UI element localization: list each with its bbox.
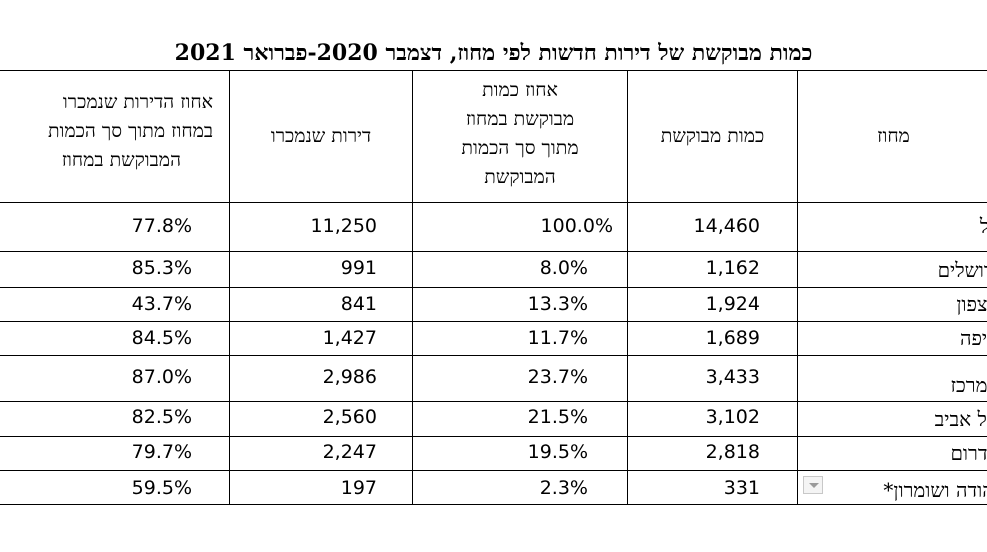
table-top-border bbox=[0, 70, 987, 71]
district-label: כל bbox=[979, 214, 987, 238]
cell-sold: 991 bbox=[340, 257, 377, 279]
cell-district: המרכז bbox=[800, 373, 987, 397]
filter-dropdown-button[interactable] bbox=[803, 476, 823, 494]
chevron-down-icon bbox=[809, 483, 819, 488]
cell-sold: 11,250 bbox=[310, 215, 377, 237]
table-bottom-border bbox=[0, 504, 987, 505]
cell-demanded: 2,818 bbox=[705, 441, 760, 463]
cell-district: ירושלים bbox=[800, 258, 987, 282]
cell-pct-total: 8.0% bbox=[539, 257, 588, 279]
header-pct-sold: אחוז הדירות שנמכרו במחוז מתוך סך הכמות ה… bbox=[0, 88, 229, 175]
header-district: מחוז bbox=[877, 125, 910, 147]
cell-pct-sold: 43.7% bbox=[131, 293, 192, 315]
cell-pct-total: 23.7% bbox=[527, 366, 588, 388]
header-line: מבוקשת במחוז bbox=[465, 108, 575, 130]
cell-demanded: 14,460 bbox=[693, 215, 760, 237]
cell-demanded: 1,924 bbox=[705, 293, 760, 315]
table-title: כמות מבוקשת של דירות חדשות לפי מחוז, דצמ… bbox=[174, 40, 813, 66]
row-divider bbox=[0, 470, 987, 471]
row-divider bbox=[0, 251, 987, 252]
cell-pct-sold: 84.5% bbox=[131, 327, 192, 349]
district-label: הדרום bbox=[950, 441, 987, 465]
cell-pct-sold: 82.5% bbox=[131, 406, 192, 428]
cell-pct-total: 13.3% bbox=[527, 293, 588, 315]
cell-demanded: 1,689 bbox=[705, 327, 760, 349]
header-apartments-sold: דירות שנמכרו bbox=[270, 125, 372, 147]
column-divider bbox=[797, 70, 798, 505]
district-label: יהודה ושומרון* bbox=[883, 478, 987, 502]
column-divider bbox=[627, 70, 628, 505]
district-label: הצפון bbox=[956, 292, 987, 316]
cell-sold: 2,247 bbox=[322, 441, 377, 463]
cell-pct-total: 11.7% bbox=[527, 327, 588, 349]
header-line: במחוז מתוך סך הכמות bbox=[47, 120, 213, 142]
cell-pct-sold: 59.5% bbox=[131, 477, 192, 499]
cell-pct-total: 100.0% bbox=[540, 215, 613, 237]
header-demanded-quantity: כמות מבוקשת bbox=[660, 125, 765, 147]
cell-sold: 1,427 bbox=[322, 327, 377, 349]
cell-pct-sold: 77.8% bbox=[131, 215, 192, 237]
row-divider bbox=[0, 401, 987, 402]
cell-demanded: 1,162 bbox=[705, 257, 760, 279]
row-divider bbox=[0, 287, 987, 288]
cell-sold: 841 bbox=[340, 293, 377, 315]
cell-sold: 2,986 bbox=[322, 366, 377, 388]
district-label: ירושלים bbox=[937, 258, 987, 282]
cell-district: תל אביב bbox=[800, 407, 987, 431]
cell-sold: 197 bbox=[340, 477, 377, 499]
header-line: המבוקשת bbox=[484, 166, 556, 188]
cell-pct-sold: 85.3% bbox=[131, 257, 192, 279]
row-divider bbox=[0, 355, 987, 356]
cell-demanded: 3,433 bbox=[705, 366, 760, 388]
cell-district: יהודה ושומרון* bbox=[800, 478, 987, 502]
cell-district: הדרום bbox=[800, 441, 987, 465]
column-divider bbox=[229, 70, 230, 505]
cell-sold: 2,560 bbox=[322, 406, 377, 428]
cell-pct-total: 19.5% bbox=[527, 441, 588, 463]
header-bottom-border bbox=[0, 202, 987, 203]
cell-pct-sold: 79.7% bbox=[131, 441, 192, 463]
header-pct-of-total: אחוז כמות מבוקשת במחוז מתוך סך הכמות המב… bbox=[413, 76, 627, 192]
header-line: אחוז כמות bbox=[482, 79, 558, 101]
cell-demanded: 331 bbox=[723, 477, 760, 499]
district-label: תל אביב bbox=[934, 407, 987, 431]
district-label: המרכז bbox=[950, 373, 987, 397]
cell-pct-total: 21.5% bbox=[527, 406, 588, 428]
header-line: המבוקשת במחוז bbox=[61, 149, 181, 171]
cell-district: כל bbox=[800, 214, 987, 238]
district-label: חיפה bbox=[959, 326, 987, 350]
header-line: אחוז הדירות שנמכרו bbox=[62, 91, 213, 113]
cell-pct-total: 2.3% bbox=[539, 477, 588, 499]
header-line: מתוך סך הכמות bbox=[461, 137, 579, 159]
cell-district: חיפה bbox=[800, 326, 987, 350]
cell-demanded: 3,102 bbox=[705, 406, 760, 428]
cell-district: הצפון bbox=[800, 292, 987, 316]
row-divider bbox=[0, 436, 987, 437]
cell-pct-sold: 87.0% bbox=[131, 366, 192, 388]
row-divider bbox=[0, 321, 987, 322]
column-divider bbox=[412, 70, 413, 505]
